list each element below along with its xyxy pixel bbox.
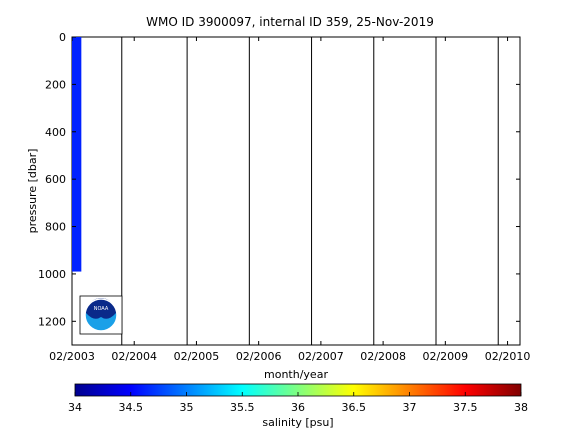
colorbar-tick-label: 38: [514, 401, 528, 414]
colorbar-tick-label: 36: [291, 401, 305, 414]
x-axis-label: month/year: [264, 368, 328, 381]
y-tick-label: 0: [59, 31, 66, 44]
colorbar-tick-label: 35: [180, 401, 194, 414]
colorbar-tick-label: 34.5: [119, 401, 144, 414]
colorbar-label: salinity [psu]: [262, 416, 333, 429]
x-tick-label: 02/2009: [422, 350, 468, 363]
profile-lines: [121, 37, 499, 345]
y-tick-label: 800: [45, 221, 66, 234]
y-axis-ticks: 0 200 400 600 800 1000 1200: [38, 31, 520, 328]
data-strip: [72, 37, 82, 272]
noaa-logo: NOAA: [79, 295, 123, 335]
plot-area: 02/2003 02/2004 02/2005 02/2006 02/2007 02/20…: [38, 31, 530, 363]
y-axis-label: pressure [dbar]: [26, 149, 39, 234]
y-tick-label: 1200: [38, 315, 66, 328]
chart-title: WMO ID 3900097, internal ID 359, 25-Nov-…: [146, 15, 434, 29]
x-tick-label: 02/2003: [49, 350, 95, 363]
colorbar-ticks: 34 34.5 35 35.5 36 36.5 37 37.5 38: [68, 392, 528, 414]
y-tick-label: 1000: [38, 268, 66, 281]
plot-frame: [71, 36, 521, 346]
y-tick-label: 600: [45, 173, 66, 186]
colorbar-tick-label: 37.5: [453, 401, 478, 414]
svg-text:NOAA: NOAA: [94, 306, 109, 312]
colorbar-tick-label: 37: [403, 401, 417, 414]
x-tick-label: 02/2007: [298, 350, 344, 363]
colorbar-tick-label: 35.5: [230, 401, 255, 414]
x-tick-label: 02/2008: [360, 350, 406, 363]
colorbar-tick-label: 34: [68, 401, 82, 414]
x-axis-ticks: 02/2003 02/2004 02/2005 02/2006 02/2007 02/20…: [49, 37, 530, 363]
salinity-strip: [72, 37, 82, 272]
x-tick-label: 02/2005: [174, 350, 220, 363]
x-tick-label: 02/2006: [236, 350, 282, 363]
colorbar-tick-label: 36.5: [342, 401, 367, 414]
y-tick-label: 200: [45, 78, 66, 91]
colorbar: 34 34.5 35 35.5 36 36.5 37 37.5 38 salinity [psu…: [68, 383, 528, 429]
x-tick-label: 02/2004: [111, 350, 157, 363]
y-tick-label: 400: [45, 126, 66, 139]
x-tick-label: 02/2010: [485, 350, 531, 363]
